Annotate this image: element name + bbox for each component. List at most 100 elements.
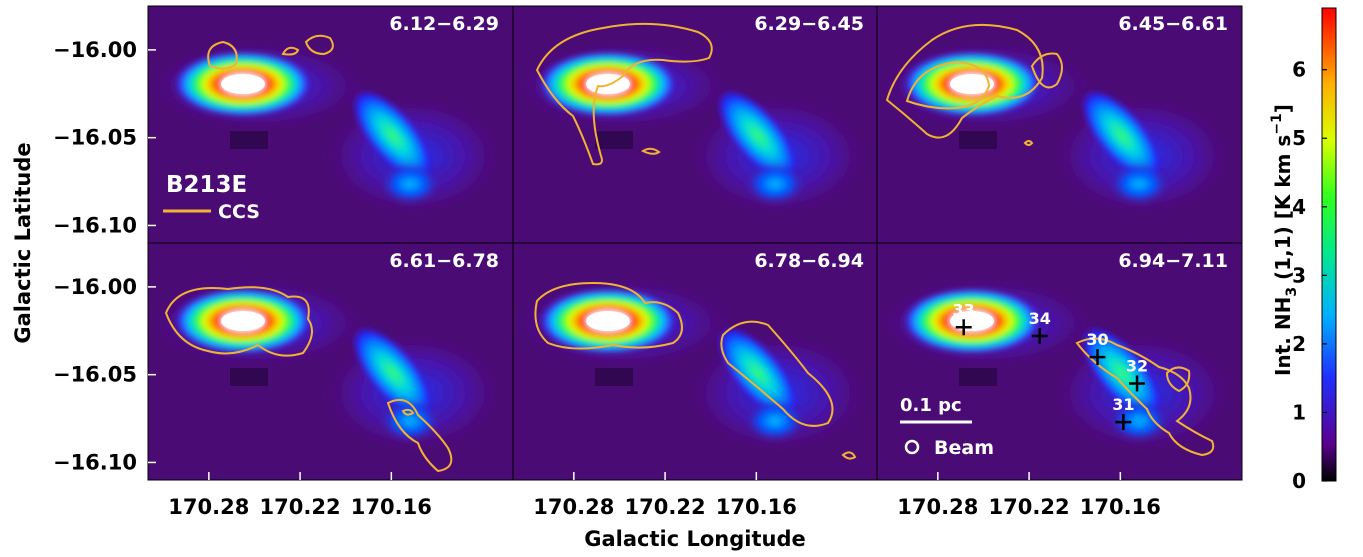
- region-label: B213E: [166, 172, 247, 198]
- x-tick-label: 170.28: [533, 495, 614, 519]
- y-tick-label: −16.05: [53, 363, 137, 387]
- ammonia-filament-emission: [1080, 88, 1164, 184]
- y-tick-label: −16.00: [53, 275, 137, 299]
- channel-panel: 6.94−7.11: [876, 242, 1243, 481]
- ccs-contours: [885, 23, 1063, 146]
- ccs-contour-line: [164, 286, 313, 357]
- ccs-contours: [1075, 337, 1215, 457]
- x-tick-label: 170.22: [625, 495, 706, 519]
- noise-patch: [230, 368, 268, 386]
- saturated-peak: [950, 74, 994, 94]
- channel-panel: 6.45−6.61: [876, 5, 1243, 244]
- beam-circle: [904, 439, 920, 455]
- x-tick-label: 170.28: [897, 495, 978, 519]
- x-tick-label: 170.16: [1080, 495, 1161, 519]
- panel-frame: [876, 242, 1243, 481]
- ccs-contour-line: [1165, 366, 1191, 393]
- y-tick-label: −16.00: [53, 38, 137, 62]
- scale-bar-label: 0.1 pc: [900, 395, 962, 416]
- ccs-contours: [164, 286, 453, 473]
- ccs-contour-line: [841, 451, 857, 460]
- source-id-label: 33: [953, 300, 975, 319]
- ccs-contour-line: [1030, 52, 1063, 89]
- x-tick-label: 170.22: [989, 495, 1070, 519]
- colorbar-tick-label: 3: [1292, 263, 1306, 287]
- source-marker: 31: [1112, 395, 1135, 431]
- legend: B213E CCS: [163, 172, 260, 223]
- colorbar-tick-label: 6: [1292, 58, 1306, 82]
- ammonia-filament-emission: [716, 88, 800, 184]
- ccs-contour-line: [640, 147, 661, 155]
- x-tick-label: 170.16: [351, 495, 432, 519]
- source-marker: 30: [1086, 330, 1109, 366]
- source-id-label: 30: [1086, 330, 1108, 349]
- noise-patch: [595, 368, 633, 386]
- ammonia-filament-emission: [716, 325, 800, 421]
- y-axis-title: Galactic Latitude: [11, 142, 35, 343]
- velocity-range-label: 6.78−6.94: [754, 250, 864, 272]
- velocity-range-label: 6.94−7.11: [1118, 250, 1228, 272]
- saturated-peak: [950, 311, 994, 331]
- x-tick-label: 170.22: [260, 495, 341, 519]
- source-marker: 33: [953, 300, 975, 336]
- ammonia-filament-emission: [1080, 325, 1164, 421]
- scale-bar: 0.1 pc: [900, 395, 972, 424]
- velocity-range-label: 6.29−6.45: [754, 13, 864, 35]
- colorbar-scale: [1321, 7, 1337, 482]
- channel-panel: 6.12−6.29: [147, 5, 514, 244]
- source-markers: 33 34 30 32 31: [953, 300, 1148, 431]
- colorbar-title: Int. NH3 (1,1) [K km s−1]: [1269, 104, 1300, 376]
- ammonia-filament-emission: [351, 325, 435, 421]
- ccs-contour-line: [905, 60, 991, 110]
- noise-patch: [959, 131, 997, 149]
- ccs-contour-line: [281, 46, 300, 56]
- ccs-contour-line: [534, 281, 683, 350]
- source-id-label: 34: [1029, 309, 1051, 328]
- ccs-contour-line: [304, 34, 334, 56]
- beam-label: Beam: [934, 437, 994, 459]
- ccs-contours: [534, 281, 857, 460]
- y-tick-label: −16.05: [53, 126, 137, 150]
- ccs-contours: [207, 34, 334, 70]
- ammonia-filament-emission: [743, 162, 807, 206]
- source-marker: 32: [1126, 356, 1148, 392]
- colorbar-tick-label: 4: [1292, 195, 1306, 219]
- ccs-legend-label: CCS: [218, 201, 260, 223]
- ammonia-filament-emission: [1107, 162, 1171, 206]
- ccs-contours: [535, 22, 713, 166]
- channel-panel: 6.78−6.94: [512, 242, 879, 481]
- channel-panel: 6.61−6.78: [147, 242, 514, 481]
- ammonia-filament-emission: [378, 399, 442, 443]
- beam-legend: Beam: [904, 437, 994, 459]
- saturated-peak: [221, 311, 265, 331]
- ccs-contour-line: [535, 22, 713, 166]
- saturated-peak: [221, 74, 265, 94]
- ammonia-filament-emission: [378, 162, 442, 206]
- ccs-contour-line: [401, 408, 415, 416]
- velocity-range-label: 6.61−6.78: [389, 250, 499, 272]
- noise-patch: [595, 131, 633, 149]
- noise-patch: [230, 131, 268, 149]
- ccs-contour-line: [386, 399, 453, 473]
- ammonia-filament-emission: [743, 399, 807, 443]
- colorbar-tick-label: 5: [1292, 126, 1306, 150]
- velocity-range-label: 6.45−6.61: [1118, 13, 1228, 35]
- colorbar-tick-label: 1: [1292, 400, 1306, 424]
- colorbar-tick-label: 2: [1292, 332, 1306, 356]
- channel-panel: 6.29−6.45: [512, 5, 879, 244]
- ccs-contour-line: [720, 320, 834, 427]
- ccs-contour-line: [207, 40, 238, 70]
- ccs-contour-line: [1075, 337, 1215, 457]
- x-axis-title: Galactic Longitude: [584, 527, 805, 551]
- x-tick-label: 170.16: [716, 495, 797, 519]
- noise-patch: [959, 368, 997, 386]
- saturated-peak: [586, 311, 630, 331]
- source-id-label: 31: [1112, 395, 1134, 414]
- y-tick-label: −16.10: [53, 450, 137, 474]
- colorbar-tick-label: 0: [1292, 469, 1306, 493]
- ammonia-filament-emission: [351, 88, 435, 184]
- ccs-contour-line: [1023, 140, 1034, 146]
- source-id-label: 32: [1126, 356, 1148, 375]
- source-marker: 34: [1029, 309, 1051, 345]
